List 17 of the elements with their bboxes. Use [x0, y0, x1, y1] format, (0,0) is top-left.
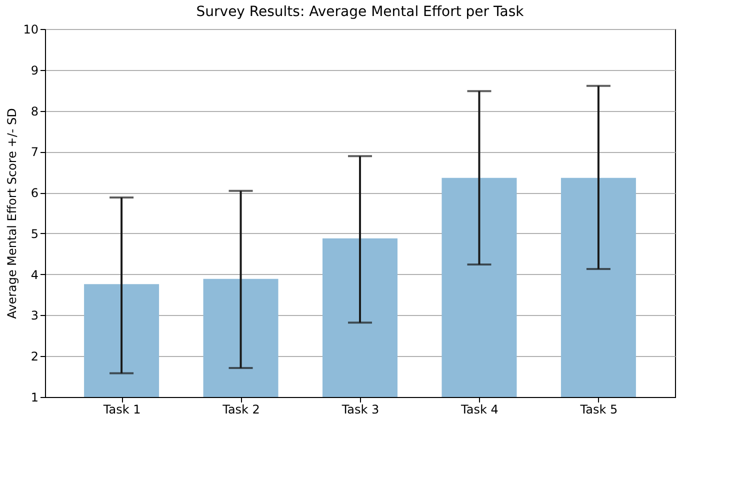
y-tick-label: 5 [30, 226, 38, 241]
x-tick-label: Task 3 [340, 402, 380, 416]
y-tick-label: 7 [30, 145, 38, 160]
y-tick-label: 3 [30, 308, 38, 323]
x-tick-label: Task 4 [460, 402, 498, 416]
y-tick-label: 8 [30, 104, 38, 118]
y-tick-label: 10 [23, 22, 38, 36]
x-tick-label: Task 1 [102, 402, 141, 416]
y-tick-label: 6 [30, 186, 38, 200]
x-tick-label: Task 5 [579, 402, 618, 416]
y-tick-label: 1 [30, 390, 38, 404]
x-tick-label: Task 2 [222, 402, 260, 416]
y-tick-label: 2 [30, 350, 38, 364]
y-tick-label: 9 [30, 63, 38, 78]
y-axis-title: Average Mental Effort Score +/- SD [5, 108, 20, 319]
chart-title: Survey Results: Average Mental Effort per Task [196, 4, 525, 20]
y-tick-label: 4 [30, 268, 38, 282]
